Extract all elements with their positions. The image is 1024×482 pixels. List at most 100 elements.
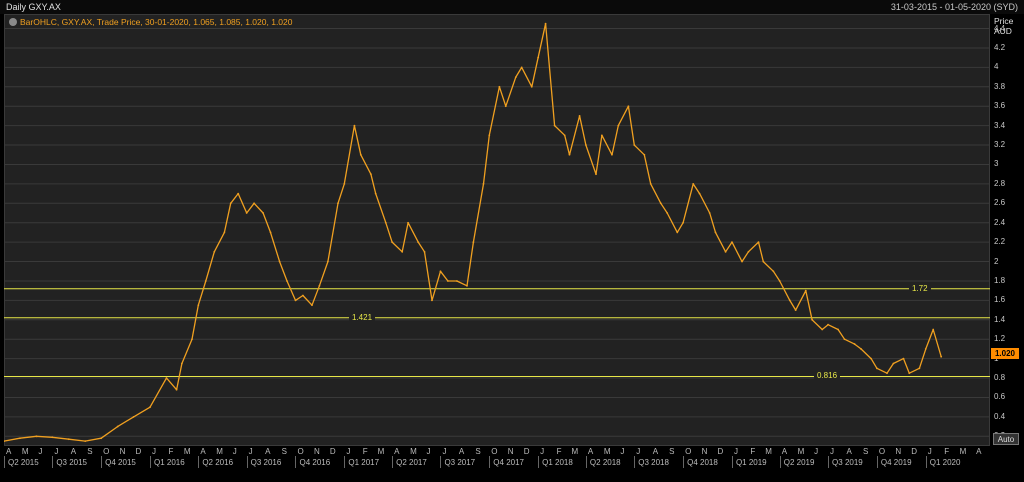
price-point [843,338,846,341]
price-point [35,435,38,438]
price-point [132,415,135,418]
price-point [837,328,840,331]
price-point [563,134,566,137]
x-month-label: M [377,447,385,456]
price-point [149,406,151,409]
x-quarter-label: Q1 2020 [929,458,961,467]
x-month-label: M [410,447,417,456]
price-point [908,372,911,375]
price-point [924,348,927,350]
price-point [67,438,70,441]
x-month-label: A [394,447,400,456]
x-quarter-label: Q1 2017 [348,458,380,467]
price-point [811,318,814,321]
chart-title: Daily GXY.AX [6,2,61,12]
price-point [466,284,468,287]
price-point [860,348,862,350]
x-month-label: N [507,447,514,456]
x-month-label: D [717,447,724,456]
y-tick-label: 2.8 [994,178,1006,188]
price-point [747,250,750,253]
price-point [741,260,743,263]
price-point [213,250,216,253]
price-point [827,323,829,326]
quarter-separator [150,456,151,468]
price-point [456,280,458,282]
quarter-separator [4,456,5,468]
x-month-label: J [830,447,835,456]
quarter-separator [634,456,636,468]
price-point [278,260,281,263]
price-point [191,338,193,341]
x-month-label: A [976,447,982,456]
price-point [197,304,200,307]
price-point [578,115,581,117]
price-point [762,260,765,263]
price-point [229,202,232,205]
price-point [439,270,442,273]
price-point [788,299,791,302]
price-point [286,280,288,282]
price-point [757,241,760,244]
level-line-label: 1.72 [909,283,931,293]
x-month-label: J [540,447,545,456]
price-point [498,85,501,88]
y-axis-title-price: Price [994,16,1014,26]
date-range[interactable]: 31-03-2015 - 01-05-2020 (SYD) [890,2,1018,12]
x-month-label: F [556,447,562,456]
x-quarter-label: Q4 2015 [105,458,136,467]
x-month-label: M [216,447,223,456]
x-month-label: S [862,447,869,456]
y-tick-label: 2.4 [994,217,1006,227]
price-point [431,299,433,302]
y-tick-label: 2 [994,256,999,266]
y-tick-label: 3.2 [994,140,1006,150]
x-month-label: S [475,447,481,456]
price-point [932,328,935,331]
quarter-separator [440,456,442,468]
x-month-label: A [781,447,788,456]
x-quarter-label: Q2 2016 [202,458,234,467]
price-point [778,280,781,282]
x-month-label: F [750,447,756,456]
x-month-label: M [571,447,579,456]
x-month-label: D [329,447,336,456]
gear-icon[interactable] [9,18,17,26]
chart-header-bar: Daily GXY.AX 31-03-2015 - 01-05-2020 (SY… [0,0,1024,14]
y-tick-label: 0.4 [994,411,1006,421]
x-month-label: N [701,447,708,456]
price-point [401,250,404,253]
price-point [617,124,620,127]
price-point [482,182,485,185]
x-month-label: M [959,447,967,456]
price-point [600,134,603,137]
x-quarter-label: Q2 2017 [396,458,427,467]
price-point [940,355,943,358]
x-month-label: J [620,447,625,456]
price-point [724,250,727,253]
auto-scale-button[interactable]: Auto [993,433,1019,445]
x-month-label: N [313,447,320,456]
price-point [326,260,329,263]
x-month-label: D [135,447,142,456]
x-month-label: J [814,447,819,456]
price-point [100,437,103,440]
quarter-separator [52,456,54,468]
x-month-label: O [297,447,304,456]
level-line-label: 1.421 [349,312,376,322]
price-point [180,362,183,365]
legend[interactable]: BarOHLC, GXY.AX, Trade Price, 30-01-2020… [9,17,293,27]
price-point [374,192,377,195]
y-tick-label: 0.8 [994,373,1006,383]
price-point [51,436,54,439]
y-tick-label: 2.2 [994,237,1006,247]
price-chart[interactable] [4,14,990,446]
price-point [369,173,372,176]
price-point [311,304,313,307]
x-month-label: M [183,447,191,456]
level-line-label: 0.816 [814,371,841,381]
y-tick-label: 2.6 [994,198,1006,208]
x-month-label: J [346,447,351,456]
price-point [262,212,265,214]
x-month-label: S [669,447,675,456]
